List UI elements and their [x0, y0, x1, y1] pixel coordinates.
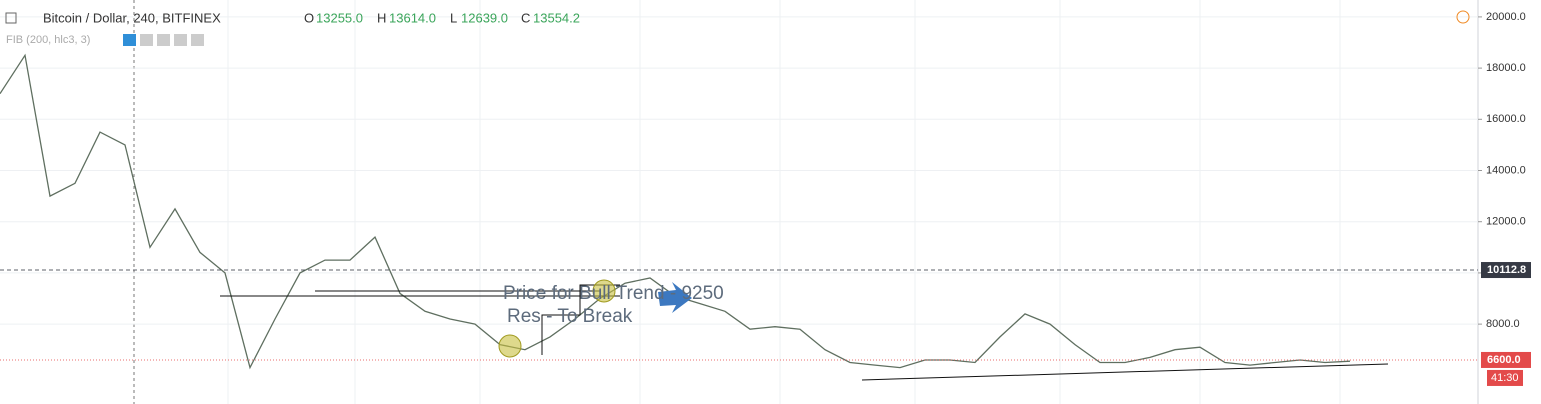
- ohlc-value: 13255.0: [316, 10, 363, 25]
- y-tick-label: 8000.0: [1486, 318, 1520, 330]
- close-icon[interactable]: [191, 34, 204, 46]
- add-icon[interactable]: [174, 34, 187, 46]
- ohlc-value: 13614.0: [389, 10, 436, 25]
- header: Bitcoin / Dollar, 240, BITFINEX O 13255.…: [5, 10, 1470, 46]
- price-label-box: [1481, 262, 1531, 279]
- ohlc-label: C: [521, 10, 530, 25]
- y-tick-label: 16000.0: [1486, 113, 1526, 125]
- alert-icon[interactable]: [1456, 10, 1470, 24]
- ohlc-label: H: [377, 10, 386, 25]
- price-label: 10112.8: [1487, 264, 1526, 276]
- annotation: Price for Bull Trend - 9250: [503, 283, 724, 304]
- annotation: Res - To Break: [507, 306, 633, 327]
- indicator-label: FIB (200, hlc3, 3): [6, 34, 90, 46]
- ohlc-label: O: [304, 10, 314, 25]
- price-line: [0, 53, 1351, 370]
- y-tick-label: 20000.0: [1486, 11, 1526, 23]
- price-label-box: [1481, 351, 1531, 368]
- plot: [0, 16, 1478, 370]
- y-tick-label: 18000.0: [1486, 62, 1526, 74]
- ohlc-value: 13554.2: [533, 10, 580, 25]
- source-icon[interactable]: [157, 34, 170, 46]
- price-label: 6600.0: [1487, 354, 1521, 366]
- settings-icon[interactable]: [140, 34, 153, 46]
- drawings: [220, 279, 1389, 381]
- ohlc-label: L: [450, 10, 457, 25]
- y-tick-label: 14000.0: [1486, 164, 1526, 176]
- symbol-title: Bitcoin / Dollar, 240, BITFINEX: [43, 10, 221, 25]
- countdown: 41:30: [1491, 372, 1519, 384]
- y-tick-label: 12000.0: [1486, 216, 1526, 228]
- countdown-box: [1487, 369, 1523, 386]
- vertical-grid: [133, 0, 1341, 404]
- ohlc-value: 12639.0: [461, 10, 508, 25]
- collapse-icon[interactable]: [5, 12, 17, 24]
- eye-icon[interactable]: [123, 34, 136, 46]
